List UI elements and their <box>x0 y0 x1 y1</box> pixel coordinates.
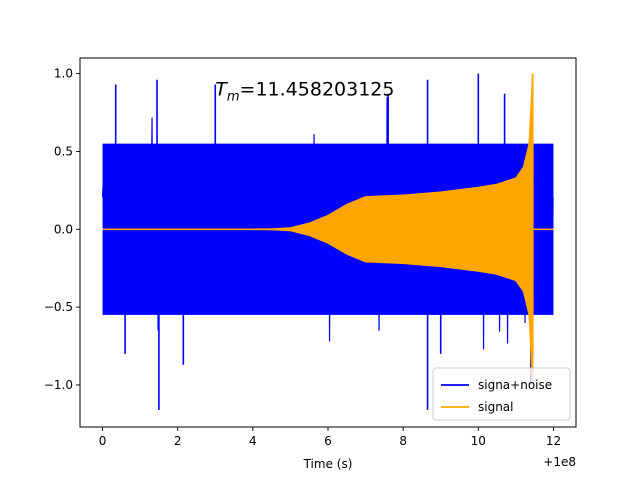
y-tick-label: −0.5 <box>44 300 73 314</box>
y-tick-label: 1.0 <box>54 67 73 81</box>
x-tick-label: 8 <box>399 434 407 448</box>
y-tick-label: −1.0 <box>44 378 73 392</box>
x-axis-offset-label: +1e8 <box>543 455 576 469</box>
x-axis-ticks: 0 2 4 6 8 10 12 <box>99 427 561 448</box>
x-tick-label: 12 <box>546 434 561 448</box>
x-axis-label: Time (s) <box>303 457 353 471</box>
y-axis-ticks: 1.0 0.5 0.0 −0.5 −1.0 <box>44 67 80 392</box>
y-tick-label: 0.0 <box>54 222 73 236</box>
annotation-symbol: T <box>215 78 228 100</box>
legend-label-signa-noise: signa+noise <box>478 378 552 392</box>
x-tick-label: 0 <box>99 434 107 448</box>
annotation-value: =11.458203125 <box>240 78 395 100</box>
merger-time-annotation: Tm=11.458203125 <box>215 78 394 104</box>
plot-area <box>101 73 554 410</box>
legend: signa+noise signal <box>432 367 571 421</box>
legend-label-signal: signal <box>478 400 514 414</box>
series-signal <box>102 73 554 385</box>
x-tick-label: 2 <box>174 434 182 448</box>
y-tick-label: 0.5 <box>54 144 73 158</box>
x-tick-label: 10 <box>471 434 486 448</box>
x-tick-label: 4 <box>249 434 257 448</box>
annotation-subscript: m <box>227 89 240 104</box>
x-tick-label: 6 <box>324 434 332 448</box>
